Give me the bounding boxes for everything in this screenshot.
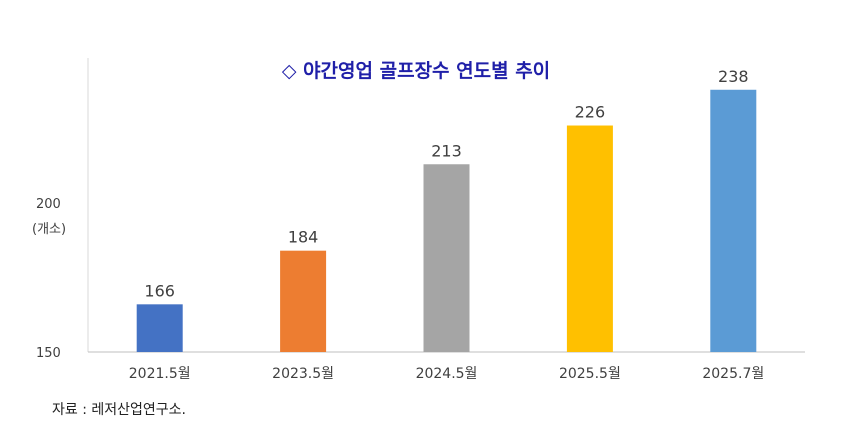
data-label-2025.7월: 238 [718,67,749,86]
category-label-2025.7월: 2025.7월 [702,366,764,382]
data-label-2023.5월: 184 [288,228,319,247]
category-label-2021.5월: 2021.5월 [129,366,191,382]
y-tick-label-150: 150 [36,346,61,361]
bar-series: 166 2021.5월 184 2023.5월 213 2024.5월 226 2025.5월… [129,67,764,382]
data-label-2025.5월: 226 [575,103,606,122]
bar-2023.5월 [280,250,327,352]
source-note: 자료 : 레저산업연구소. [52,402,186,418]
bar-2025.7월 [710,89,757,352]
y-axis-unit: (개소) [32,222,66,237]
data-label-2024.5월: 213 [431,141,462,160]
category-label-2024.5월: 2024.5월 [416,366,478,382]
category-label-2025.5월: 2025.5월 [559,366,621,382]
bar-2025.5월 [566,125,613,353]
chart-title: ◇ 야간영업 골프장수 연도별 추이 [282,60,550,82]
category-label-2023.5월: 2023.5월 [272,366,334,382]
y-tick-label-200: 200 [36,197,61,212]
bar-2024.5월 [423,164,470,352]
data-label-2021.5월: 166 [144,281,175,300]
bar-2021.5월 [136,304,183,352]
